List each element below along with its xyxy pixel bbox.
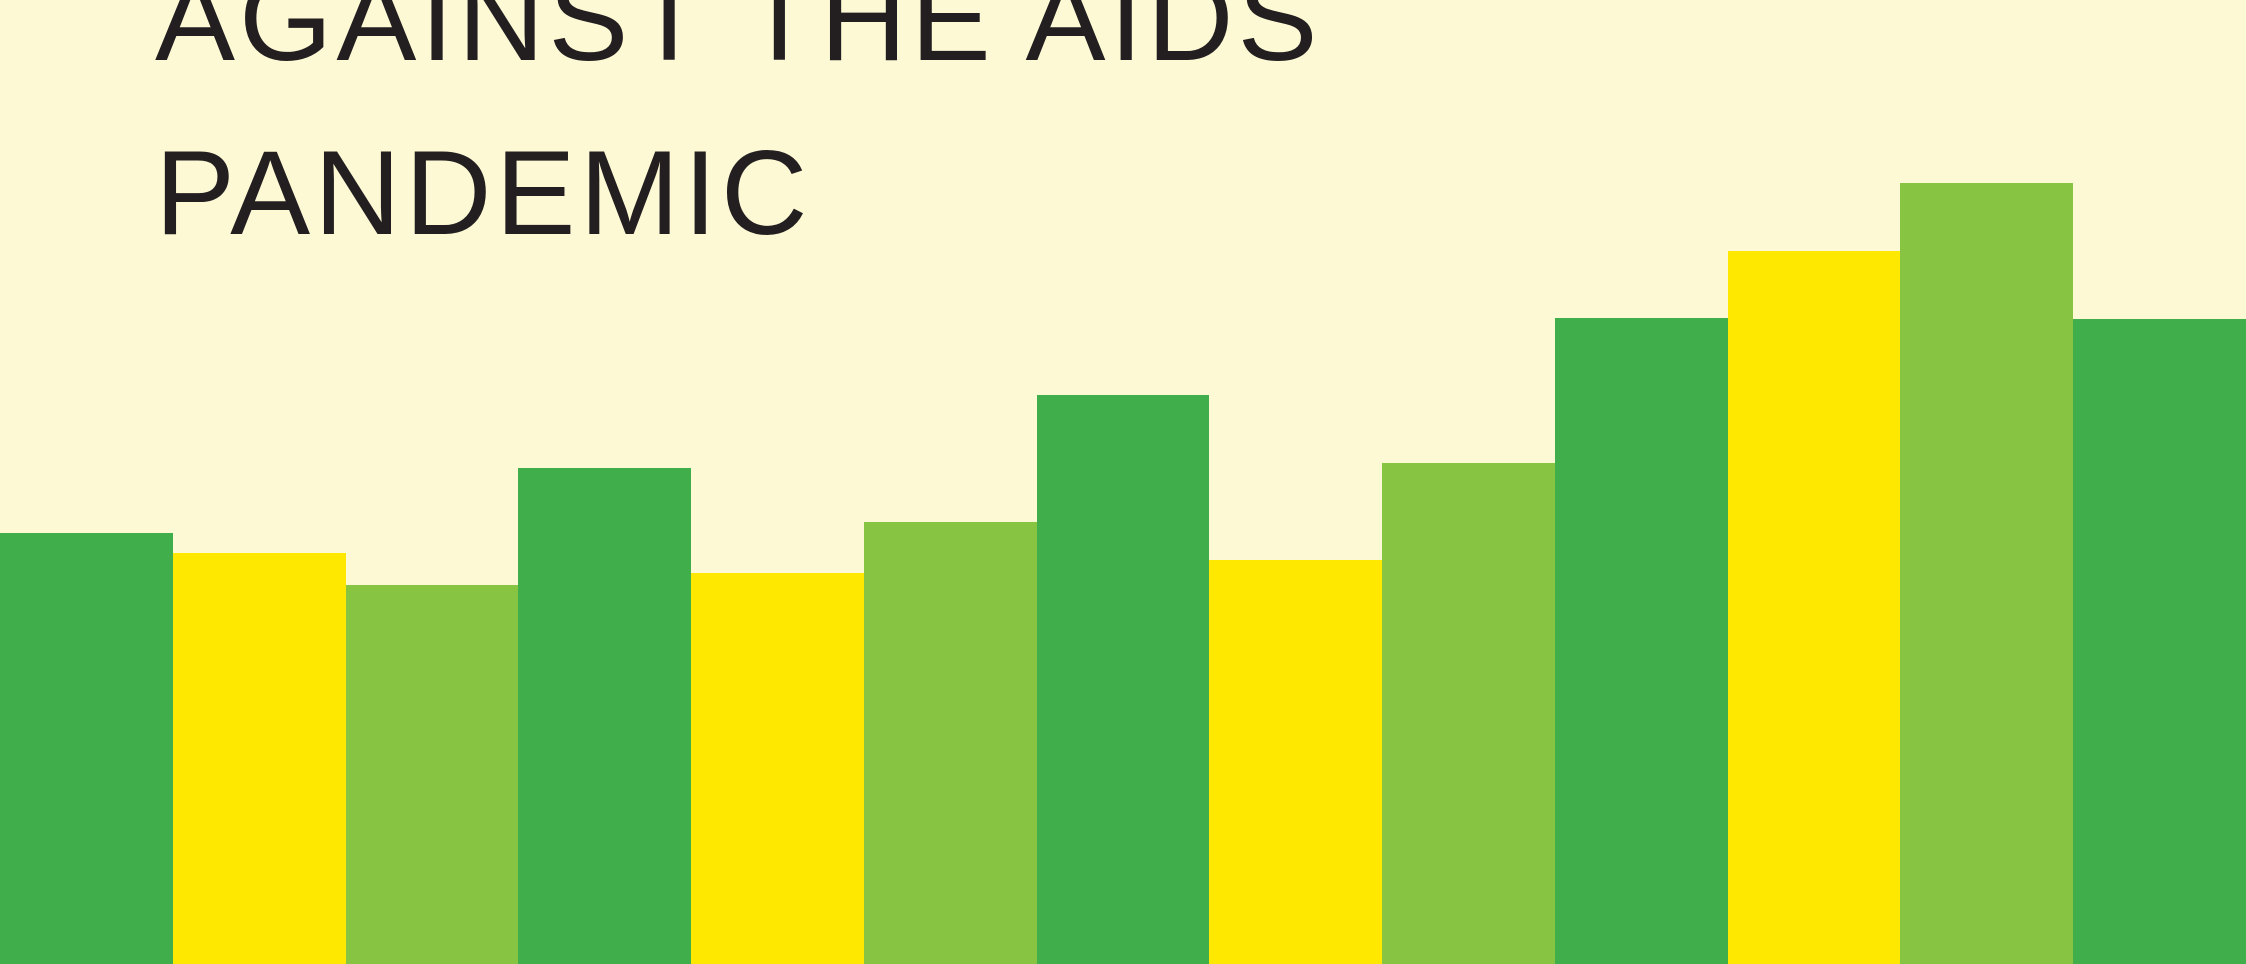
bar-11 bbox=[1728, 251, 1900, 964]
bar-10 bbox=[1555, 318, 1728, 964]
bar-2 bbox=[173, 553, 346, 964]
headline-line-2: PANDEMIC bbox=[155, 126, 812, 260]
bar-5 bbox=[691, 573, 864, 964]
bar-6 bbox=[864, 522, 1037, 964]
bar-12 bbox=[1900, 183, 2073, 964]
bar-4 bbox=[518, 468, 691, 964]
bar-1 bbox=[0, 533, 173, 964]
bar-13 bbox=[2073, 319, 2246, 964]
bar-8 bbox=[1209, 560, 1382, 964]
headline-line-1: AGAINST THE AIDS bbox=[155, 0, 1322, 86]
bar-7 bbox=[1037, 395, 1209, 964]
bar-9 bbox=[1382, 463, 1555, 964]
bar-3 bbox=[346, 585, 518, 964]
